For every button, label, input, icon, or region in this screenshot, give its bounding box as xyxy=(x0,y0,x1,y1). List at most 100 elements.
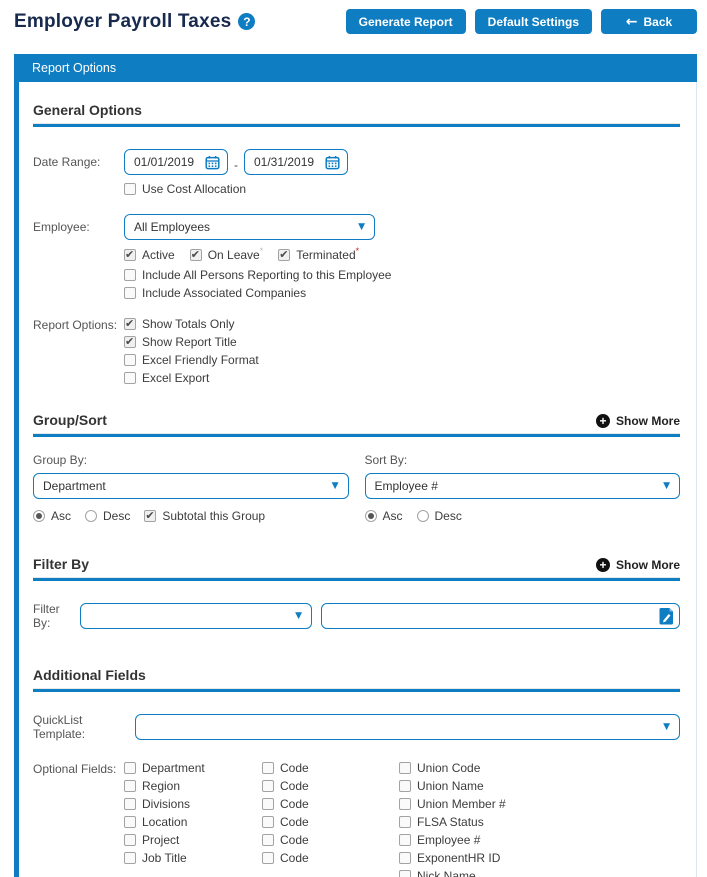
optional-field-checkbox[interactable]: Union Code xyxy=(399,761,506,775)
help-icon[interactable]: ? xyxy=(238,13,256,30)
checkbox-icon[interactable] xyxy=(262,816,274,828)
checkbox-icon[interactable] xyxy=(124,852,136,864)
employee-row: Employee: All Employees ▼ Active On Leav… xyxy=(33,214,680,300)
checkbox-icon[interactable] xyxy=(399,834,411,846)
checkbox-icon[interactable] xyxy=(399,780,411,792)
optional-field-checkbox[interactable]: Nick Name xyxy=(399,869,506,877)
excel-friendly-format-checkbox[interactable]: Excel Friendly Format xyxy=(124,353,259,367)
optional-field-checkbox[interactable]: Divisions xyxy=(124,797,262,811)
terminated-checkbox[interactable]: Terminated* xyxy=(278,247,359,262)
group-desc-radio[interactable]: Desc xyxy=(85,509,130,523)
sort-asc-radio[interactable]: Asc xyxy=(364,509,403,523)
excel-export-checkbox[interactable]: Excel Export xyxy=(124,371,259,385)
optional-field-checkbox[interactable]: Location xyxy=(124,815,262,829)
checkbox-icon[interactable] xyxy=(124,248,136,262)
optional-field-checkbox[interactable]: Code xyxy=(262,815,399,829)
checkbox-icon[interactable] xyxy=(189,248,202,262)
checkbox-icon[interactable] xyxy=(262,798,274,810)
optional-field-checkbox[interactable]: FLSA Status xyxy=(399,815,506,829)
page-header: Employer Payroll Taxes ? Generate Report… xyxy=(0,0,707,34)
optional-field-checkbox[interactable]: Employee # xyxy=(399,833,506,847)
checkbox-icon[interactable] xyxy=(124,269,136,281)
optional-field-checkbox[interactable]: Code xyxy=(262,779,399,793)
optional-fields-label: Optional Fields: xyxy=(33,762,117,776)
checkbox-icon[interactable] xyxy=(399,762,411,774)
use-cost-allocation-checkbox[interactable]: Use Cost Allocation xyxy=(124,182,680,196)
optional-field-checkbox[interactable]: Code xyxy=(262,761,399,775)
calendar-icon[interactable] xyxy=(325,155,340,170)
checkbox-icon[interactable] xyxy=(399,816,411,828)
checkbox-icon[interactable] xyxy=(278,248,291,262)
checkbox-icon[interactable] xyxy=(124,354,136,366)
optional-field-checkbox[interactable]: Code xyxy=(262,851,399,865)
employee-dropdown[interactable]: All Employees ▼ xyxy=(124,214,375,240)
radio-icon[interactable] xyxy=(33,510,45,522)
show-totals-only-checkbox[interactable]: Show Totals Only xyxy=(124,317,259,331)
optional-field-checkbox[interactable]: Code xyxy=(262,797,399,811)
group-sort-show-more[interactable]: + Show More xyxy=(595,414,680,428)
filter-criteria-input[interactable] xyxy=(321,603,680,629)
show-report-title-checkbox[interactable]: Show Report Title xyxy=(124,335,259,349)
filter-row: Filter By: ▼ xyxy=(33,602,680,630)
checkbox-icon[interactable] xyxy=(124,780,136,792)
general-options-heading-row: General Options xyxy=(33,102,680,124)
optional-field-checkbox[interactable]: Union Name xyxy=(399,779,506,793)
checkbox-icon[interactable] xyxy=(262,762,274,774)
calendar-icon[interactable] xyxy=(205,155,220,170)
default-settings-button[interactable]: Default Settings xyxy=(474,9,592,34)
sort-by-dropdown[interactable]: Employee # ▼ xyxy=(364,473,680,499)
chevron-down-icon: ▼ xyxy=(663,721,670,732)
include-associated-companies-checkbox[interactable]: Include Associated Companies xyxy=(124,286,680,300)
footnote-mark: * xyxy=(259,246,264,256)
sort-by-column: Sort By: Employee # ▼ Asc Desc xyxy=(364,453,680,523)
checkbox-icon[interactable] xyxy=(124,183,136,195)
checkbox-icon[interactable] xyxy=(124,335,136,349)
optional-field-checkbox[interactable]: Union Member # xyxy=(399,797,506,811)
filter-field-dropdown[interactable]: ▼ xyxy=(80,603,312,629)
on-leave-checkbox[interactable]: On Leave* xyxy=(189,246,264,262)
radio-icon[interactable] xyxy=(85,510,98,522)
checkbox-icon[interactable] xyxy=(144,509,157,523)
group-asc-radio[interactable]: Asc xyxy=(33,509,71,523)
optional-field-checkbox[interactable]: Job Title xyxy=(124,851,262,865)
date-end-input[interactable]: 01/31/2019 xyxy=(244,149,348,175)
arrow-left-icon: ← xyxy=(625,13,638,30)
checkbox-icon[interactable] xyxy=(262,852,274,864)
checkbox-icon[interactable] xyxy=(262,834,274,846)
report-options-row: Report Options: Show Totals Only Show Re… xyxy=(33,317,680,385)
checkbox-icon[interactable] xyxy=(399,798,411,810)
quicklist-template-dropdown[interactable]: ▼ xyxy=(135,714,680,740)
additional-fields-title: Additional Fields xyxy=(33,667,146,683)
sort-desc-radio[interactable]: Desc xyxy=(416,509,462,523)
edit-document-icon[interactable] xyxy=(659,607,675,625)
checkbox-icon[interactable] xyxy=(124,317,136,331)
checkbox-icon[interactable] xyxy=(124,816,136,828)
date-start-input[interactable]: 01/01/2019 xyxy=(124,149,228,175)
employee-label: Employee: xyxy=(33,220,90,234)
radio-icon[interactable] xyxy=(416,510,429,522)
checkbox-icon[interactable] xyxy=(124,762,136,774)
checkbox-icon[interactable] xyxy=(124,798,136,810)
active-checkbox[interactable]: Active xyxy=(124,248,175,262)
optional-field-checkbox[interactable]: Code xyxy=(262,833,399,847)
chevron-down-icon: ▼ xyxy=(358,221,365,232)
optional-fields-column-1: Department Region Divisions Location Pro… xyxy=(124,761,262,877)
radio-icon[interactable] xyxy=(364,510,377,522)
optional-field-checkbox[interactable]: Department xyxy=(124,761,262,775)
optional-field-checkbox[interactable]: Project xyxy=(124,833,262,847)
checkbox-icon[interactable] xyxy=(124,834,136,846)
checkbox-icon[interactable] xyxy=(262,780,274,792)
generate-report-button[interactable]: Generate Report xyxy=(345,9,466,34)
checkbox-icon[interactable] xyxy=(124,287,136,299)
checkbox-icon[interactable] xyxy=(399,870,411,877)
group-by-dropdown[interactable]: Department ▼ xyxy=(33,473,349,499)
checkbox-icon[interactable] xyxy=(399,852,411,864)
filter-by-show-more[interactable]: + Show More xyxy=(595,558,680,572)
include-reporting-checkbox[interactable]: Include All Persons Reporting to this Em… xyxy=(124,268,680,282)
optional-field-checkbox[interactable]: ExponentHR ID xyxy=(399,851,506,865)
checkbox-icon[interactable] xyxy=(124,372,136,384)
optional-field-checkbox[interactable]: Region xyxy=(124,779,262,793)
subtotal-group-checkbox[interactable]: Subtotal this Group xyxy=(144,509,265,523)
back-button[interactable]: ← Back xyxy=(601,9,697,34)
plus-circle-icon: + xyxy=(595,558,610,572)
